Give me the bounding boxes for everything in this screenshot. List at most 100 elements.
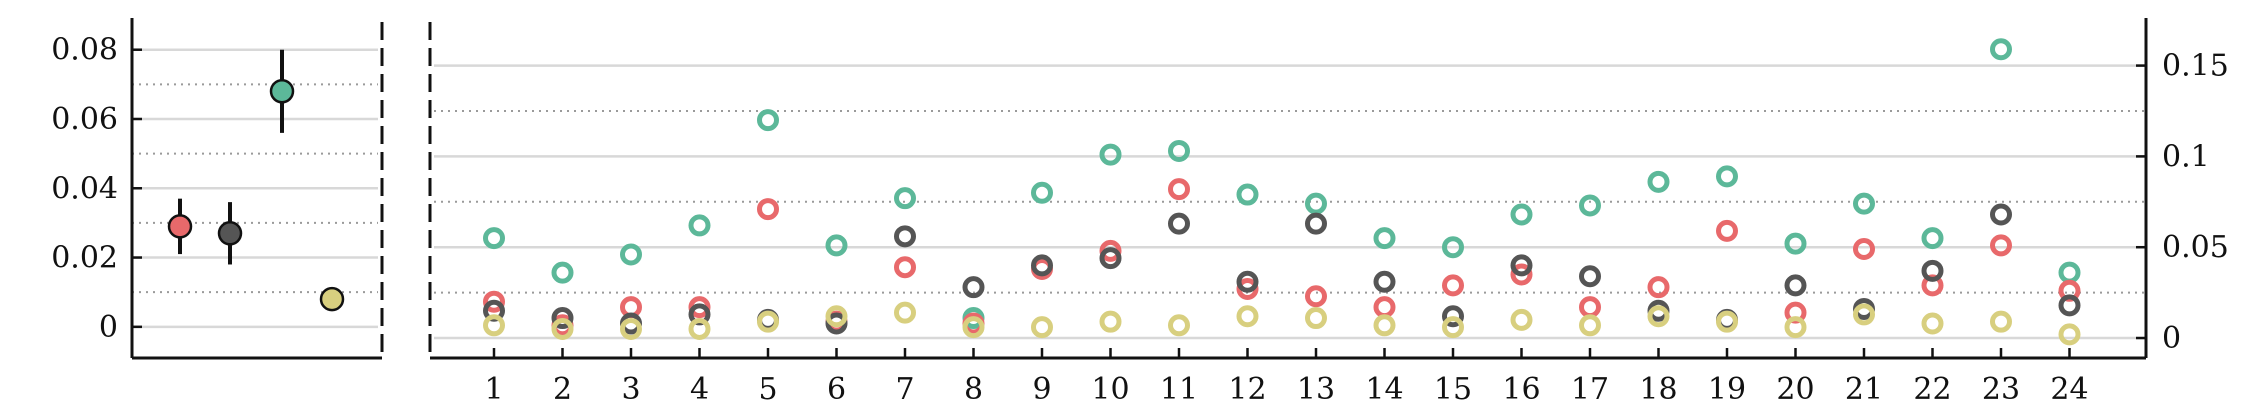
data-point (2058, 261, 2081, 284)
x-tick-label: 11 (1160, 372, 1198, 407)
data-point (1853, 303, 1875, 326)
left-marker (319, 286, 345, 312)
x-tick-label: 4 (690, 372, 709, 407)
data-point (757, 198, 779, 221)
x-tick-label: 13 (1297, 372, 1335, 407)
data-point (1442, 236, 1464, 259)
data-point (894, 301, 916, 324)
data-point (1031, 316, 1053, 339)
x-tick-label: 15 (1434, 372, 1472, 407)
data-point (1647, 305, 1670, 328)
data-point (1921, 312, 1944, 335)
x-tick-label: 18 (1639, 372, 1677, 407)
left-y-tick-label: 0.06 (51, 102, 118, 137)
x-tick-label: 2 (553, 372, 572, 407)
data-point (1990, 38, 2012, 61)
data-point (2058, 323, 2081, 346)
data-point (1579, 194, 1601, 217)
x-tick-label: 1 (484, 372, 503, 407)
data-point (825, 312, 848, 335)
data-point (1990, 203, 2012, 226)
left-y-tick-label: 0.08 (51, 33, 118, 68)
data-point (688, 214, 711, 237)
right-y-tick-label: 0.15 (2162, 49, 2229, 84)
data-point (1099, 310, 1122, 333)
x-tick-label: 8 (964, 372, 983, 407)
data-point (1305, 307, 1327, 330)
data-point (620, 243, 642, 266)
data-point (1373, 227, 1396, 250)
left-marker (269, 79, 295, 104)
x-tick-label: 5 (758, 372, 777, 407)
right-y-tick-label: 0.1 (2162, 139, 2210, 174)
data-point (1990, 234, 2012, 257)
data-point (1031, 181, 1053, 204)
x-tick-label: 19 (1708, 372, 1746, 407)
left-marker (217, 221, 243, 246)
data-point (1921, 227, 1944, 250)
x-tick-label: 3 (621, 372, 640, 407)
data-point (1305, 285, 1327, 308)
x-tick-label: 9 (1032, 372, 1051, 407)
data-point (1236, 183, 1259, 206)
data-point (1716, 219, 1738, 242)
data-point (1647, 170, 1670, 193)
left-y-tick-label: 0.02 (51, 241, 118, 276)
right-y-tick-label: 0.05 (2162, 230, 2229, 265)
left-panel: 0 0.02 0.04 0.06 0.08 (51, 18, 384, 360)
data-point (551, 317, 574, 340)
x-tick-label: 14 (1365, 372, 1403, 407)
data-point (551, 261, 574, 284)
data-point (1373, 270, 1396, 293)
data-point (1236, 305, 1259, 328)
x-tick-label: 10 (1091, 372, 1129, 407)
data-point (1373, 314, 1396, 337)
data-point (1510, 263, 1533, 286)
data-point (1305, 212, 1327, 235)
x-tick-label: 20 (1776, 372, 1814, 407)
x-tick-label: 17 (1571, 372, 1609, 407)
data-point (1990, 310, 2012, 333)
data-point (551, 307, 574, 330)
data-point (1784, 274, 1807, 297)
data-point (483, 314, 505, 337)
right-y-tick-label: 0 (2162, 321, 2181, 356)
x-tick-label: 22 (1913, 372, 1951, 407)
data-point (962, 276, 985, 299)
data-point (483, 290, 505, 313)
data-point (1716, 310, 1738, 333)
data-point (688, 296, 711, 319)
right-panel: 00.050.10.151 2 3 4 5 6 7 8 9 10 11 12 13 14 15 16 17 18 1… (428, 18, 2229, 407)
data-point (1099, 143, 1122, 166)
data-point (1784, 232, 1807, 255)
data-point (894, 225, 916, 248)
data-point (1168, 212, 1190, 235)
data-point (1442, 316, 1464, 339)
data-point (825, 234, 848, 257)
data-point (620, 317, 642, 340)
data-point (894, 256, 916, 279)
data-point (1168, 139, 1190, 162)
data-point (1442, 305, 1464, 328)
x-tick-label: 12 (1228, 372, 1266, 407)
data-point (688, 317, 711, 340)
data-point (1031, 254, 1053, 277)
data-point (1579, 296, 1601, 319)
data-point (1716, 165, 1738, 188)
data-point (757, 310, 779, 333)
data-point (757, 109, 779, 132)
data-point (894, 187, 916, 210)
data-point (1099, 247, 1122, 270)
x-tick-label: 24 (2050, 372, 2088, 407)
data-point (1168, 314, 1190, 337)
data-point (1853, 192, 1875, 215)
data-point (1579, 314, 1601, 337)
x-tick-label: 6 (827, 372, 846, 407)
data-point (1579, 265, 1601, 288)
data-point (1510, 254, 1533, 277)
data-point (1442, 274, 1464, 297)
data-point (1921, 259, 1944, 282)
data-point (1236, 277, 1259, 300)
left-y-tick-label: 0.04 (51, 171, 118, 206)
